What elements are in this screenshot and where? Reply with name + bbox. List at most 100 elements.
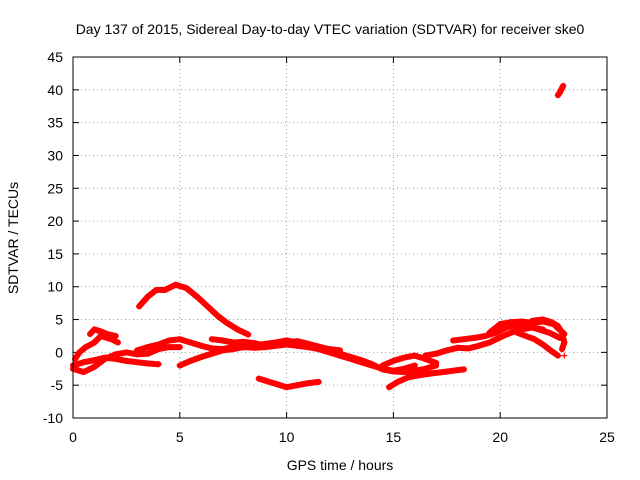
y-tick-label: 15 <box>47 246 63 262</box>
data-point <box>272 341 279 348</box>
data-point <box>155 341 162 348</box>
data-point <box>208 336 215 343</box>
data-point <box>223 319 230 326</box>
data-point <box>405 374 412 381</box>
data-point <box>422 365 429 372</box>
data-point <box>166 344 173 351</box>
data-point <box>272 380 279 387</box>
data-point <box>554 323 561 330</box>
data-point <box>390 368 397 375</box>
data-point <box>208 350 215 357</box>
series-band <box>422 324 546 359</box>
data-point <box>240 344 247 351</box>
data-point <box>561 352 568 359</box>
data-point <box>208 345 215 352</box>
y-tick-label: 35 <box>47 115 63 131</box>
plot-frame <box>72 56 608 419</box>
data-point <box>193 293 200 300</box>
data-point <box>230 339 237 346</box>
data-point <box>337 350 343 357</box>
data-point <box>245 331 252 338</box>
series-band <box>136 281 252 338</box>
data-point <box>283 339 290 346</box>
series-layer <box>70 82 568 391</box>
data-point <box>433 359 440 366</box>
data-point <box>560 82 567 89</box>
data-point <box>76 349 83 356</box>
data-point <box>548 319 555 326</box>
data-point <box>91 363 98 370</box>
x-axis-title: GPS time / hours <box>287 457 394 473</box>
data-point <box>486 329 493 336</box>
data-point <box>497 334 504 341</box>
data-point <box>144 350 151 357</box>
data-point <box>262 377 269 384</box>
data-point <box>315 378 322 385</box>
data-point <box>315 343 322 350</box>
data-point <box>166 337 173 344</box>
series-arc-17 <box>554 82 567 99</box>
series-arc-9 <box>255 375 322 391</box>
data-point <box>497 321 504 328</box>
data-point <box>123 349 130 356</box>
data-point <box>80 369 87 376</box>
data-point <box>176 344 183 351</box>
data-point <box>411 367 418 374</box>
data-point <box>204 303 211 310</box>
data-point <box>294 382 301 389</box>
data-point <box>255 375 262 382</box>
x-tick-label: 20 <box>492 429 508 445</box>
data-point <box>112 351 119 358</box>
data-point <box>215 313 222 320</box>
data-point <box>390 357 397 364</box>
data-point <box>172 281 179 288</box>
data-point <box>379 362 386 369</box>
x-tick-label: 15 <box>386 429 402 445</box>
data-point <box>401 354 408 361</box>
data-point <box>134 347 141 354</box>
data-point <box>187 357 194 364</box>
data-point <box>416 372 423 379</box>
series-arc-15 <box>514 329 561 359</box>
data-point <box>460 336 467 343</box>
series-band <box>379 352 440 369</box>
data-point <box>136 303 143 310</box>
data-point <box>262 342 269 349</box>
data-point <box>507 329 514 336</box>
series-arc-8 <box>208 336 440 376</box>
y-tick-label: 10 <box>47 279 63 295</box>
x-tick-label: 0 <box>69 429 77 445</box>
data-point <box>411 362 418 369</box>
series-arc-5 <box>136 281 252 338</box>
data-point <box>91 326 98 333</box>
x-tick-label: 25 <box>599 429 615 445</box>
data-point <box>234 326 241 333</box>
data-point <box>251 340 258 347</box>
y-tick-label: 40 <box>47 82 63 98</box>
data-point <box>104 330 111 337</box>
data-point <box>401 369 408 376</box>
chart-title: Day 137 of 2015, Sidereal Day-to-day VTE… <box>76 21 585 37</box>
data-point <box>187 339 194 346</box>
data-point <box>450 367 457 374</box>
series-arc-12 <box>422 324 546 359</box>
series-arc-10 <box>386 366 467 391</box>
data-point <box>91 357 98 364</box>
y-tick-label: 5 <box>55 312 63 328</box>
data-point <box>144 293 151 300</box>
data-point <box>219 347 226 354</box>
series-outlier <box>561 352 568 359</box>
data-point <box>155 361 162 368</box>
data-point <box>153 287 160 294</box>
data-point <box>471 334 478 341</box>
data-point <box>114 339 121 346</box>
series-arc-16 <box>529 316 568 353</box>
data-point <box>411 352 418 359</box>
series-arc-11 <box>379 352 440 369</box>
data-point <box>123 357 130 364</box>
y-tick-label: 0 <box>55 344 63 360</box>
data-point <box>304 380 311 387</box>
y-tick-label: 20 <box>47 213 63 229</box>
data-point <box>82 344 89 351</box>
